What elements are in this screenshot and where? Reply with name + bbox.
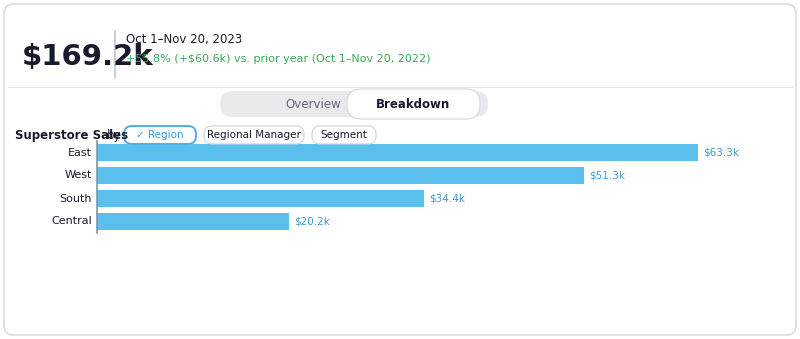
Text: $34.4k: $34.4k: [429, 194, 465, 203]
Text: by: by: [107, 128, 122, 141]
FancyBboxPatch shape: [220, 91, 488, 117]
Text: Breakdown: Breakdown: [376, 98, 450, 111]
FancyBboxPatch shape: [312, 126, 376, 144]
Text: $63.3k: $63.3k: [703, 147, 739, 158]
Text: Oct 1–Nov 20, 2023: Oct 1–Nov 20, 2023: [126, 33, 242, 45]
Text: Superstore Sales: Superstore Sales: [15, 128, 128, 141]
Text: $20.2k: $20.2k: [294, 217, 330, 226]
FancyBboxPatch shape: [124, 126, 196, 144]
Text: East: East: [68, 147, 92, 158]
FancyBboxPatch shape: [97, 144, 698, 161]
Text: +55.8% (+$60.6k) vs. prior year (Oct 1–Nov 20, 2022): +55.8% (+$60.6k) vs. prior year (Oct 1–N…: [126, 54, 430, 64]
Text: Central: Central: [51, 217, 92, 226]
Text: Regional Manager: Regional Manager: [207, 130, 301, 140]
Text: $51.3k: $51.3k: [590, 171, 626, 180]
Text: Segment: Segment: [321, 130, 367, 140]
FancyBboxPatch shape: [4, 4, 796, 335]
FancyBboxPatch shape: [97, 213, 289, 230]
Text: ✓ Region: ✓ Region: [136, 130, 184, 140]
Text: Overview: Overview: [285, 98, 341, 111]
FancyBboxPatch shape: [97, 190, 424, 207]
FancyBboxPatch shape: [97, 167, 584, 184]
Text: $169.2k: $169.2k: [22, 43, 154, 71]
Text: West: West: [65, 171, 92, 180]
FancyBboxPatch shape: [204, 126, 304, 144]
Text: South: South: [59, 194, 92, 203]
FancyBboxPatch shape: [347, 89, 480, 119]
